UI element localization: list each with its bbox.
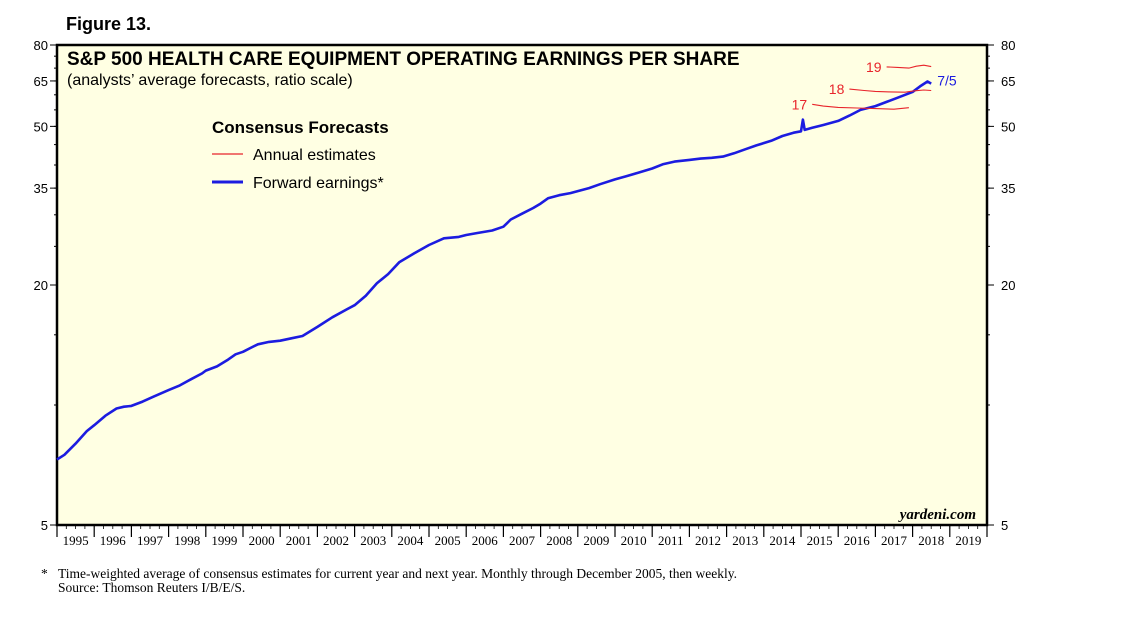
y-tick-label-right: 65 [1001, 74, 1015, 89]
series-label-2018: 18 [829, 81, 845, 97]
x-tick-label: 2009 [583, 533, 609, 548]
x-tick-label: 2018 [918, 533, 944, 548]
x-tick-label: 2000 [249, 533, 275, 548]
footnote-text: Time-weighted average of consensus estim… [58, 566, 738, 581]
plot-area [55, 43, 989, 527]
x-tick-label: 1998 [174, 533, 200, 548]
series-label-2017: 17 [792, 96, 808, 112]
chart-subtitle: (analysts’ average forecasts, ratio scal… [67, 72, 353, 89]
x-tick-label: 2019 [955, 533, 981, 548]
y-tick-label-left: 5 [41, 518, 48, 533]
x-tick-label: 2011 [658, 533, 684, 548]
y-tick-label-right: 5 [1001, 518, 1008, 533]
x-tick-label: 2006 [472, 533, 499, 548]
x-tick-label: 2002 [323, 533, 349, 548]
y-tick-label-left: 80 [34, 38, 48, 53]
chart: Figure 13. S&P 500 HEALTH CARE EQUIPMENT… [34, 14, 1016, 548]
legend-label-annual: Annual estimates [253, 147, 376, 164]
y-tick-label-left: 20 [34, 278, 48, 293]
x-tick-label: 2005 [435, 533, 461, 548]
x-tick-label: 2007 [509, 533, 536, 548]
x-tick-label: 1997 [137, 533, 164, 548]
x-tick-label: 2012 [695, 533, 721, 548]
y-tick-label-left: 35 [34, 181, 48, 196]
y-tick-label-left: 50 [34, 119, 48, 134]
y-tick-label-right: 35 [1001, 181, 1015, 196]
series-layer: 17 18 19 7/5 [56, 59, 957, 461]
source-text: Source: Thomson Reuters I/B/E/S. [58, 580, 246, 595]
chart-title: S&P 500 HEALTH CARE EQUIPMENT OPERATING … [67, 49, 740, 70]
series-line-annual-2017 [812, 103, 909, 110]
x-tick-label: 2010 [621, 533, 647, 548]
x-tick-label: 1996 [100, 533, 127, 548]
series-line-forward-earnings [56, 80, 932, 461]
credit-label: yardeni.com [898, 507, 976, 523]
legend-label-forward: Forward earnings* [253, 175, 384, 192]
x-tick-label: 2013 [732, 533, 758, 548]
series-line-annual-2019 [886, 64, 932, 69]
x-tick-label: 1999 [211, 533, 237, 548]
x-tick-label: 2017 [881, 533, 908, 548]
figure-label: Figure 13. [66, 14, 151, 34]
series-label-2019: 19 [866, 59, 882, 75]
legend-title: Consensus Forecasts [212, 118, 389, 137]
y-tick-label-right: 80 [1001, 38, 1015, 53]
x-tick-label: 2015 [807, 533, 833, 548]
x-tick-label: 2016 [844, 533, 871, 548]
x-tick-label: 2003 [360, 533, 386, 548]
x-axis: 1995 1996 1997 1998 1999 2000 2001 2002 2003 2004… [56, 525, 988, 548]
footnote-marker: * [41, 566, 48, 581]
x-tick-label: 2004 [397, 533, 424, 548]
x-tick-label: 1995 [63, 533, 89, 548]
forward-date-label: 7/5 [937, 73, 957, 89]
y-axis-right: 5 20 35 50 65 80 [987, 38, 1015, 533]
y-tick-label-right: 20 [1001, 278, 1015, 293]
y-axis-left: 5 20 35 50 65 80 [34, 38, 57, 533]
y-tick-label-left: 65 [34, 74, 48, 89]
series-line-annual-2018 [849, 88, 932, 93]
y-tick-label-right: 50 [1001, 119, 1015, 134]
x-tick-label: 2001 [286, 533, 312, 548]
x-tick-label: 2008 [546, 533, 572, 548]
x-tick-label: 2014 [769, 533, 796, 548]
